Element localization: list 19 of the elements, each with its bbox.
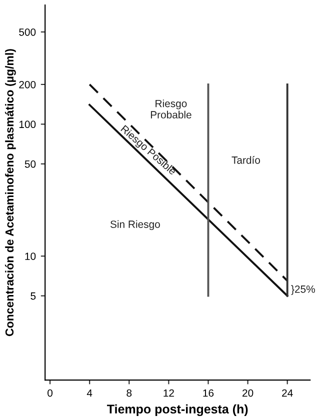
annotation: Tardío [232,156,260,164]
y-tick-label: 500 [19,28,36,36]
x-tick-label: 16 [203,389,214,397]
x-tick-label: 0 [48,389,53,397]
annotation: }25% [291,285,315,295]
x-axis-title: Tiempo post-ingesta (h) [107,404,248,416]
x-tick-label: 24 [282,389,293,397]
x-tick-label: 20 [242,389,254,397]
y-axis-title: Concentración de Acetaminofeno plasmático (µg/ml) [5,49,16,336]
annotation: Riesgo Probable [150,100,192,118]
y-tick-label: 100 [19,120,36,128]
y-tick-label: 10 [25,252,36,260]
annotation: Sin Riesgo [110,220,160,230]
y-tick-label: 50 [24,160,36,168]
y-tick-label: 200 [19,80,36,88]
x-tick-label: 4 [86,389,92,397]
x-tick-label: 8 [126,389,132,397]
x-tick-label: 12 [164,389,174,397]
y-tick-label: 5 [30,292,36,300]
